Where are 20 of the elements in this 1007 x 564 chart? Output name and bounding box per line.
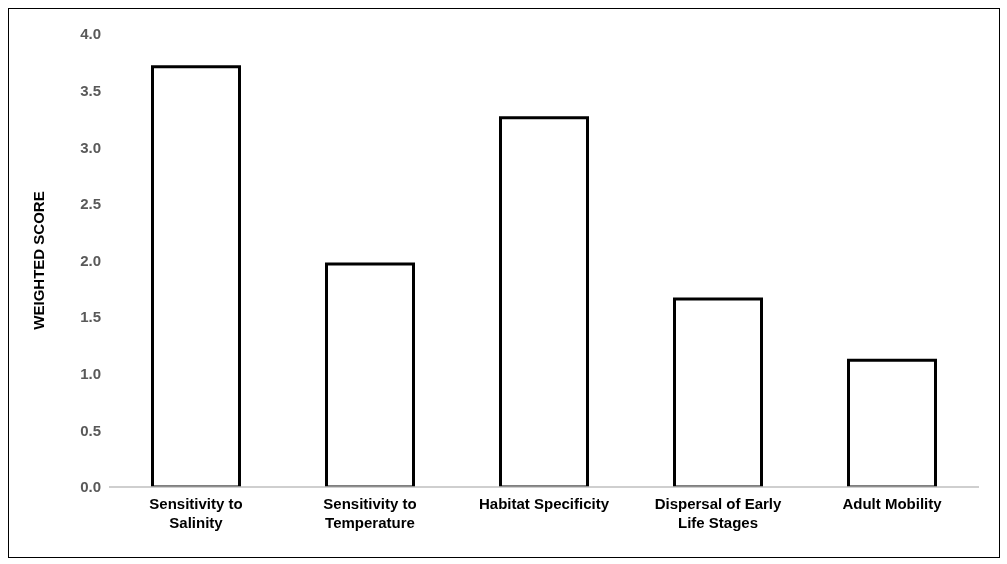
x-tick-label: Habitat Specificity — [478, 495, 610, 512]
x-tick-label: Adult Mobility — [842, 495, 943, 512]
x-tick-label: Dispersal of Early Life Stages — [654, 495, 783, 531]
bar — [151, 65, 241, 487]
y-tick-label: 3.5 — [80, 81, 101, 99]
x-tick-label: Sensitivity to Salinity — [149, 495, 243, 531]
x-tick-label: Sensitivity to Temperature — [323, 495, 417, 531]
y-axis-title: WEIGHTED SCORE — [30, 191, 48, 330]
bar — [499, 116, 589, 487]
bar — [673, 297, 763, 487]
bar — [847, 358, 937, 487]
y-tick-label: 0.5 — [80, 421, 101, 439]
y-tick-label: 1.0 — [80, 365, 101, 383]
bar — [325, 262, 415, 487]
y-tick-label: 3.0 — [80, 138, 101, 156]
y-tick-label: 0.0 — [80, 478, 101, 496]
y-tick-label: 2.0 — [80, 251, 101, 269]
y-tick-label: 1.5 — [80, 308, 101, 326]
y-tick-label: 4.0 — [80, 25, 101, 43]
y-tick-label: 2.5 — [80, 195, 101, 213]
